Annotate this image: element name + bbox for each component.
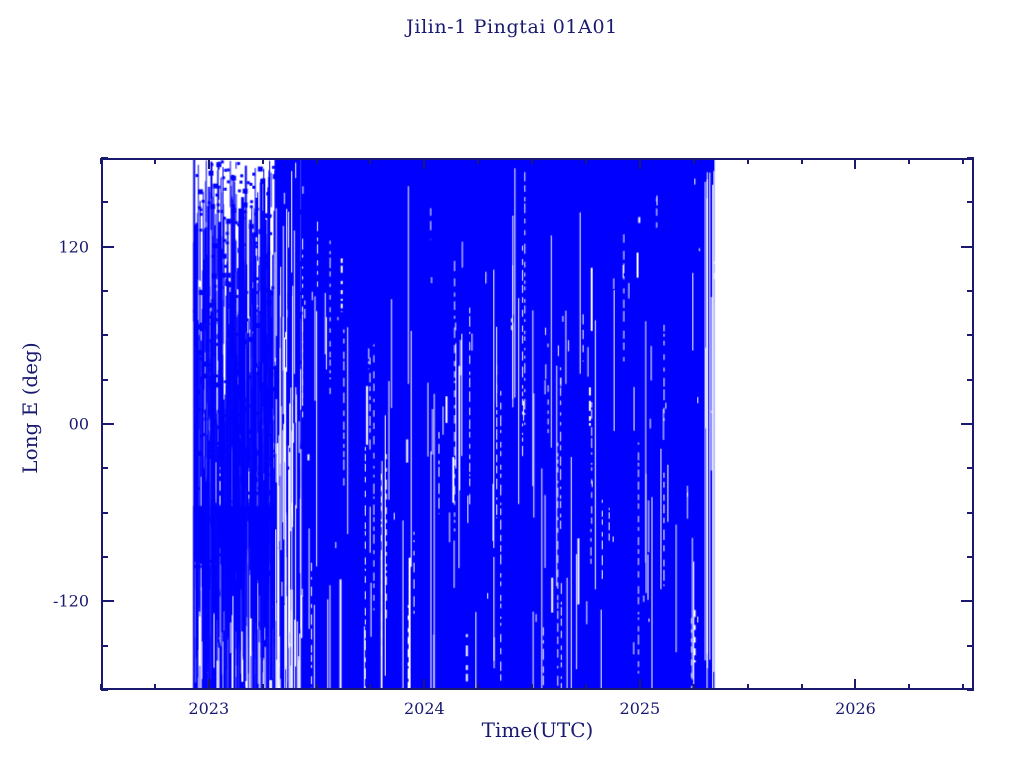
x-minor-tick [531,684,534,690]
x-minor-tick-top [100,158,102,164]
y-tick-label-neg120: -120 [53,591,89,611]
y-minor-tick [101,378,108,381]
x-major-tick-top [207,158,210,169]
y-minor-tick [101,201,108,204]
y-major-tick-right [961,423,974,425]
x-minor-tick [800,684,803,690]
x-minor-tick [585,684,587,690]
y-minor-tick-right [967,689,974,691]
y-minor-tick-right [967,290,974,292]
y-tick-label-120: 120 [58,237,89,257]
y-minor-tick [101,511,108,514]
page-title: Jilin-1 Pingtai 01A01 [406,16,618,38]
x-major-tick-top [638,158,641,169]
y-minor-tick-right [967,556,974,558]
x-minor-tick [477,684,480,690]
x-minor-tick-top [261,158,264,164]
x-major-tick-top [423,158,426,169]
x-major-tick [638,679,641,690]
y-major-tick [101,423,114,425]
y-minor-tick-right [967,644,974,647]
y-minor-tick [101,644,108,647]
plot-area [101,158,974,690]
x-minor-tick-top [531,158,534,164]
x-major-tick [423,679,426,690]
y-major-tick [101,245,114,248]
x-minor-tick-top [800,158,803,164]
x-minor-tick-top [746,158,749,164]
x-axis-label: Time(UTC) [481,718,594,742]
x-major-tick-top [854,158,857,169]
x-minor-tick [746,684,749,690]
y-minor-tick [101,467,108,470]
x-minor-tick-top [962,158,965,164]
x-tick-label-2023: 2023 [188,699,230,718]
y-major-tick [101,600,114,603]
x-minor-tick [692,684,695,690]
x-minor-tick-top [585,158,587,164]
y-minor-tick [101,157,108,159]
x-major-tick [207,679,210,690]
x-minor-tick-top [908,158,911,164]
x-tick-label-2025: 2025 [619,699,661,718]
x-tick-label-2026: 2026 [835,699,876,718]
y-minor-tick-right [967,467,974,470]
x-minor-tick [369,684,372,690]
x-minor-tick-top [692,158,695,164]
x-minor-tick [261,684,264,690]
y-minor-tick [101,689,108,691]
y-minor-tick [101,290,108,292]
y-axis-label: Long E (deg) [18,342,42,474]
y-tick-label-00: 00 [68,414,89,434]
y-minor-tick-right [967,511,974,514]
x-minor-tick [100,684,102,690]
y-minor-tick-right [967,334,974,337]
x-minor-tick [908,684,911,690]
y-major-tick-right [961,245,974,248]
y-major-tick-right [961,600,974,603]
x-tick-label-2024: 2024 [403,699,445,718]
x-major-tick [854,679,857,690]
longitude-vs-time-plot [103,160,972,688]
y-minor-tick-right [967,201,974,204]
x-minor-tick [315,684,318,690]
x-minor-tick-top [153,158,156,164]
x-minor-tick-top [369,158,372,164]
x-minor-tick-top [315,158,318,164]
y-minor-tick [101,334,108,337]
y-minor-tick-right [967,157,974,159]
x-minor-tick [153,684,156,690]
y-minor-tick-right [967,378,974,381]
x-minor-tick [962,684,965,690]
y-minor-tick [101,556,108,558]
x-minor-tick-top [477,158,480,164]
